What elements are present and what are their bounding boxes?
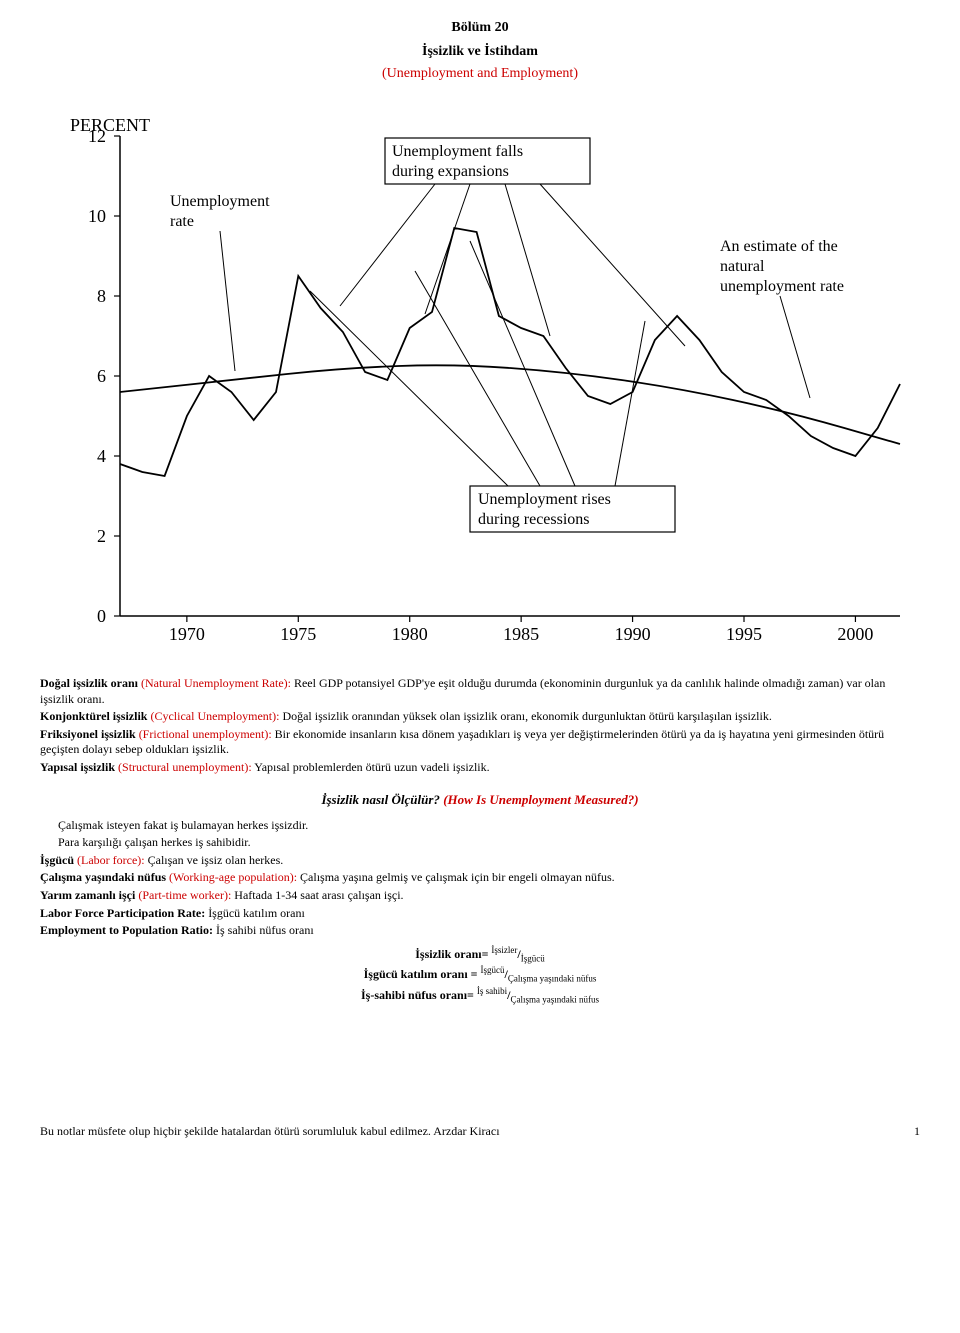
definitions-block: Doğal işsizlik oranı (Natural Unemployme… [40, 676, 920, 776]
epr-term: Employment to Population Ratio: [40, 923, 216, 937]
chapter-title-en: (Unemployment and Employment) [40, 66, 920, 82]
chart-svg: PERCENT 024681012 1970197519801985199019… [40, 96, 920, 656]
section-heading-measurement: İşsizlik nasıl Ölçülür? (How Is Unemploy… [40, 792, 920, 808]
def-structural-body: Yapısal problemlerden ötürü uzun vadeli … [254, 760, 489, 774]
callout-natural: An estimate of the natural unemployment … [720, 238, 844, 398]
svg-text:1970: 1970 [169, 624, 205, 644]
formula-epr: İş-sahibi nüfus oranı= İş sahibi/Çalışma… [40, 986, 920, 1004]
labor-force-en: (Labor force): [77, 853, 148, 867]
y-axis-label: PERCENT [70, 115, 150, 135]
formula-lfpr: İşgücü katılım oranı = İşgücü/Çalışma ya… [40, 965, 920, 983]
svg-text:Unemployment rate: Unemployment rate [170, 193, 274, 230]
svg-text:An estimate of the nat: An estimate of the natural unemployment … [720, 238, 844, 295]
measurement-block: Çalışmak isteyen fakat iş bulamayan herk… [40, 818, 920, 939]
epr-body: İş sahibi nüfus oranı [216, 923, 314, 937]
svg-text:2: 2 [97, 526, 106, 546]
def-natural-term: Doğal işsizlik oranı [40, 676, 141, 690]
chapter-title: İşsizlik ve İstihdam [40, 44, 920, 60]
svg-text:1980: 1980 [392, 624, 428, 644]
svg-text:6: 6 [97, 366, 106, 386]
footer-page-number: 1 [914, 1124, 920, 1139]
section-heading-en: (How Is Unemployment Measured?) [443, 792, 638, 807]
def-frictional-term: Friksiyonel işsizlik [40, 727, 139, 741]
unemployment-line [120, 228, 900, 476]
chapter-number: Bölüm 20 [40, 20, 920, 36]
footer-disclaimer: Bu notlar müsfete olup hiçbir şekilde ha… [40, 1124, 500, 1139]
line-employed-def: Para karşılığı çalışan herkes iş sahibid… [40, 835, 920, 851]
part-time-en: (Part-time worker): [138, 888, 234, 902]
formula-unemployment-rate: İşsizlik oranı= İşsizler/İşgücü [40, 945, 920, 963]
y-axis-ticks: 0 2 4 6 8 10 12 [88, 126, 120, 626]
svg-text:1985: 1985 [503, 624, 539, 644]
def-cyclical-body: Doğal işsizlik oranından yüksek olan işs… [282, 709, 771, 723]
def-frictional-en: (Frictional unemployment): [139, 727, 275, 741]
svg-text:2000: 2000 [837, 624, 873, 644]
svg-text:1995: 1995 [726, 624, 762, 644]
def-cyclical-term: Konjonktürel işsizlik [40, 709, 150, 723]
working-age-term: Çalışma yaşındaki nüfus [40, 870, 169, 884]
natural-rate-curve [120, 365, 900, 444]
svg-text:4: 4 [97, 446, 106, 466]
x-axis-ticks: 1970 1975 1980 1985 1990 1995 2000 [169, 616, 874, 644]
unemployment-chart: PERCENT 024681012 1970197519801985199019… [40, 96, 920, 656]
svg-text:1975: 1975 [280, 624, 316, 644]
part-time-body: Haftada 1-34 saat arası çalışan işçi. [234, 888, 403, 902]
formulas-block: İşsizlik oranı= İşsizler/İşgücü İşgücü k… [40, 945, 920, 1004]
callout-expansions: Unemployment falls during expansions [340, 138, 685, 346]
callout-rate: Unemployment rate [170, 193, 274, 371]
svg-text:12: 12 [88, 126, 106, 146]
svg-text:0: 0 [97, 606, 106, 626]
def-natural-en: (Natural Unemployment Rate): [141, 676, 294, 690]
svg-text:10: 10 [88, 206, 106, 226]
lfpr-term: Labor Force Participation Rate: [40, 906, 208, 920]
page-footer: Bu notlar müsfete olup hiçbir şekilde ha… [40, 1124, 920, 1139]
def-cyclical-en: (Cyclical Unemployment): [150, 709, 282, 723]
section-heading-tr: İşsizlik nasıl Ölçülür? [321, 792, 443, 807]
svg-text:8: 8 [97, 286, 106, 306]
lfpr-body: İşgücü katılım oranı [208, 906, 305, 920]
callout-recessions: Unemployment rises during recessions [310, 241, 675, 532]
working-age-en: (Working-age population): [169, 870, 300, 884]
labor-force-term: İşgücü [40, 853, 77, 867]
part-time-term: Yarım zamanlı işçi [40, 888, 138, 902]
def-structural-term: Yapısal işsizlik [40, 760, 118, 774]
line-unemployed-def: Çalışmak isteyen fakat iş bulamayan herk… [40, 818, 920, 834]
svg-text:1990: 1990 [615, 624, 651, 644]
working-age-body: Çalışma yaşına gelmiş ve çalışmak için b… [300, 870, 615, 884]
def-structural-en: (Structural unemployment): [118, 760, 254, 774]
labor-force-body: Çalışan ve işsiz olan herkes. [148, 853, 284, 867]
